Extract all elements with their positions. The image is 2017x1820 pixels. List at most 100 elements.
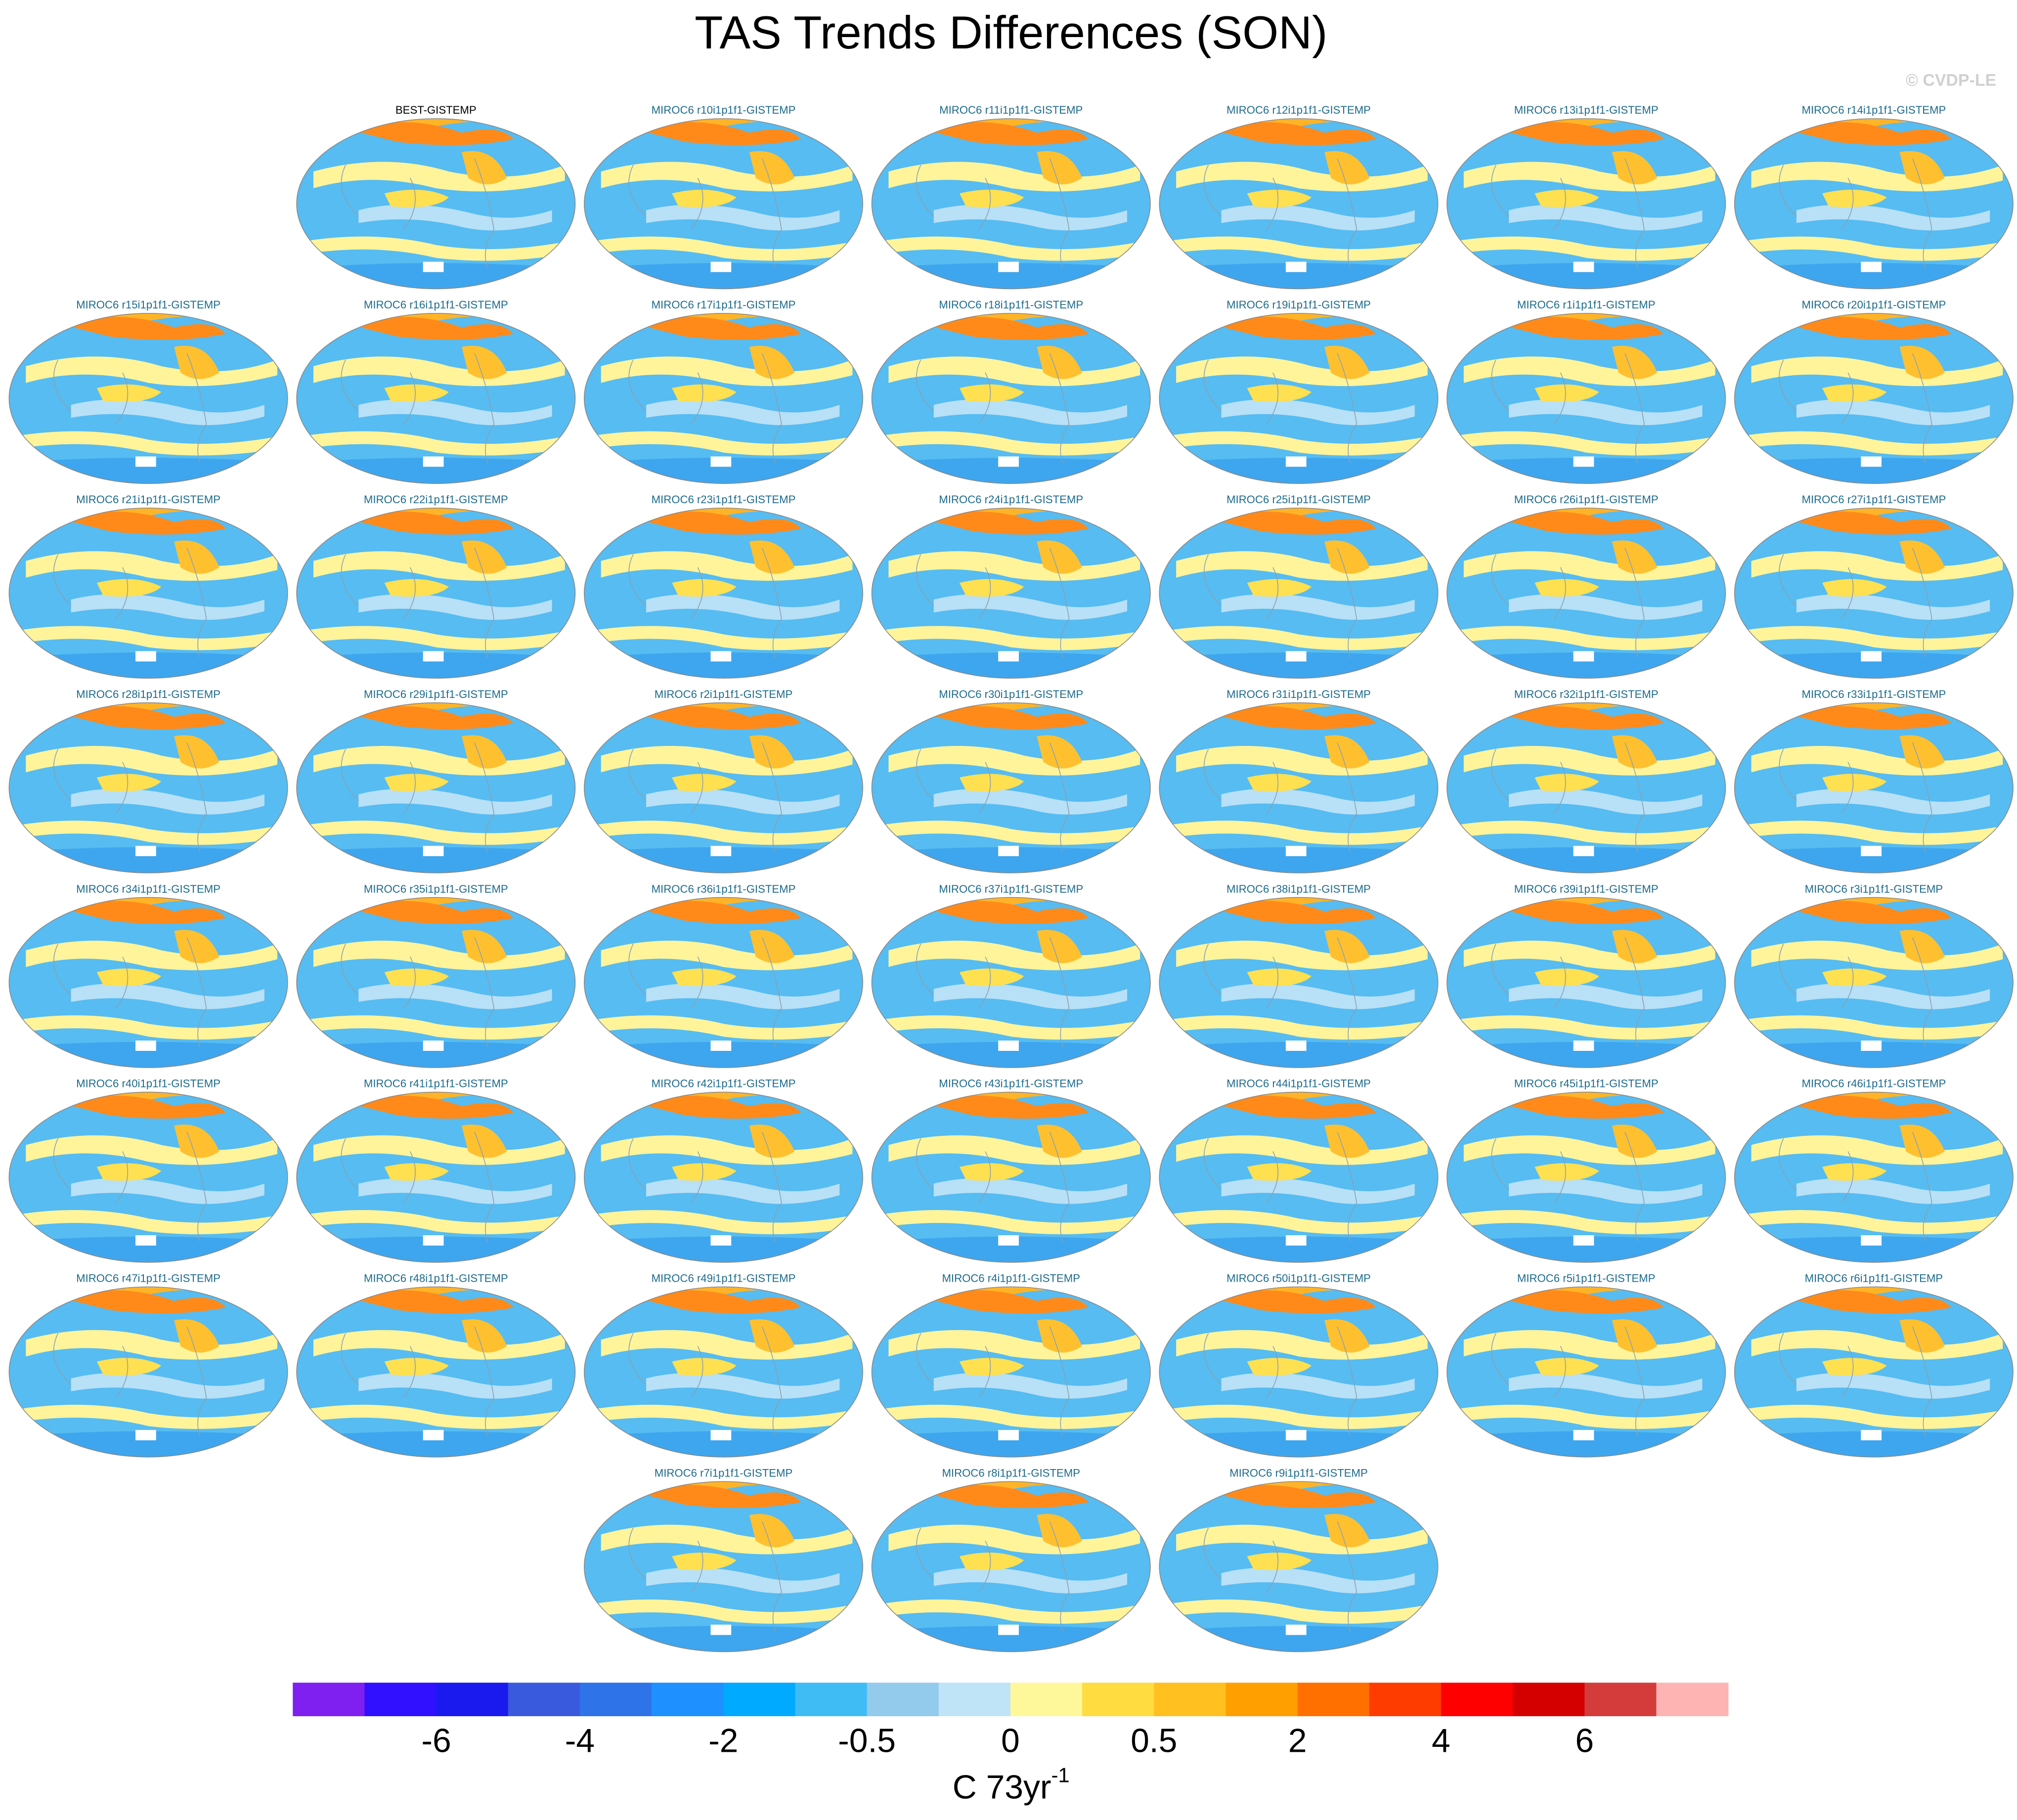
- map-panel: [869, 697, 1153, 878]
- panel-title: MIROC6 r2i1p1f1-GISTEMP: [655, 688, 792, 700]
- map-panel: [6, 503, 290, 683]
- map-panel: [1157, 1476, 1441, 1657]
- map-panel: [294, 114, 578, 294]
- map-field: [869, 1282, 1153, 1462]
- map-outline: [1447, 702, 1726, 873]
- map-outline: [8, 702, 288, 873]
- panel-title: MIROC6 r19i1p1f1-GISTEMP: [1227, 299, 1371, 311]
- map-outline: [871, 118, 1151, 290]
- map-outline: [1159, 507, 1439, 679]
- map-outline: [583, 1481, 864, 1652]
- map-outline: [871, 1091, 1151, 1263]
- panel-title: MIROC6 r41i1p1f1-GISTEMP: [364, 1078, 508, 1090]
- colorbar: -6 -4 -2 -0.5 0 0.5 2 4 6: [293, 1683, 1729, 1760]
- colorbar-label: -0.5: [838, 1723, 896, 1760]
- panel-title: MIROC6 r44i1p1f1-GISTEMP: [1227, 1078, 1371, 1090]
- map-field: [869, 503, 1153, 683]
- map-panel: [582, 503, 866, 683]
- panel-title: MIROC6 r36i1p1f1-GISTEMP: [652, 883, 796, 895]
- map-panel: [1157, 308, 1441, 488]
- map-outline: [1159, 1091, 1439, 1263]
- map-panel: [1445, 308, 1728, 488]
- map-field: [6, 697, 290, 878]
- map-field: [1157, 1476, 1441, 1657]
- map-panel: [582, 114, 866, 294]
- map-field: [582, 1087, 866, 1267]
- colorbar-box: [1369, 1683, 1442, 1717]
- map-outline: [1447, 313, 1726, 484]
- map-outline: [583, 897, 864, 1068]
- panel-title: MIROC6 r26i1p1f1-GISTEMP: [1514, 493, 1659, 506]
- map-outline: [8, 507, 288, 679]
- map-panel: [294, 697, 578, 878]
- panel-title: MIROC6 r27i1p1f1-GISTEMP: [1801, 493, 1946, 506]
- colorbar-box: [1513, 1683, 1585, 1717]
- map-field: [1157, 308, 1441, 488]
- unit-text: C 73yr: [953, 1769, 1052, 1806]
- map-outline: [1447, 1091, 1726, 1263]
- colorbar-box: [1297, 1683, 1370, 1717]
- map-panel: [1445, 114, 1728, 294]
- panel-title: MIROC6 r10i1p1f1-GISTEMP: [652, 104, 796, 116]
- map-panel: [1445, 503, 1728, 683]
- panel-title: MIROC6 r16i1p1f1-GISTEMP: [364, 299, 508, 311]
- panel-title: MIROC6 r21i1p1f1-GISTEMP: [76, 493, 220, 506]
- colorbar-box: [867, 1683, 939, 1717]
- panel-title: MIROC6 r32i1p1f1-GISTEMP: [1514, 688, 1659, 700]
- map-outline: [871, 313, 1151, 484]
- map-field: [869, 892, 1153, 1073]
- map-outline: [871, 897, 1151, 1068]
- panel-title: MIROC6 r37i1p1f1-GISTEMP: [939, 883, 1083, 895]
- map-field: [582, 1282, 866, 1462]
- map-outline: [1734, 1091, 2014, 1263]
- map-panel: [294, 308, 578, 488]
- map-panel: [1157, 1282, 1441, 1462]
- map-field: [869, 114, 1153, 294]
- panel-grid: BEST-GISTEMP MIROC6 r10i1p1f1-GISTEMP MIRO…: [6, 104, 2016, 1657]
- map-field: [582, 308, 866, 488]
- map-outline: [1447, 118, 1726, 290]
- map-outline: [1159, 897, 1439, 1068]
- colorbar-box: [1226, 1683, 1298, 1717]
- map-outline: [1447, 507, 1726, 679]
- map-panel: [1732, 503, 2016, 683]
- map-field: [1157, 1282, 1441, 1462]
- map-panel: [1732, 114, 2016, 294]
- map-panel: [869, 114, 1153, 294]
- map-outline: [1734, 702, 2014, 873]
- map-outline: [296, 1091, 576, 1263]
- map-outline: [8, 313, 288, 484]
- map-outline: [583, 507, 864, 679]
- map-panel: [1732, 1282, 2016, 1462]
- map-field: [1445, 114, 1728, 294]
- map-outline: [1159, 118, 1439, 290]
- map-panel: [869, 1476, 1153, 1657]
- map-field: [1732, 503, 2016, 683]
- map-outline: [583, 1091, 864, 1263]
- map-outline: [871, 702, 1151, 873]
- map-outline: [871, 507, 1151, 679]
- map-panel: [582, 1282, 866, 1462]
- panel-title: MIROC6 r24i1p1f1-GISTEMP: [939, 493, 1083, 506]
- panel-title: MIROC6 r49i1p1f1-GISTEMP: [652, 1272, 796, 1285]
- colorbar-label: 6: [1575, 1723, 1594, 1760]
- map-panel: [6, 697, 290, 878]
- colorbar-box: [1154, 1683, 1227, 1717]
- map-field: [1732, 697, 2016, 878]
- panel-title: MIROC6 r8i1p1f1-GISTEMP: [942, 1467, 1080, 1479]
- panel-title: MIROC6 r28i1p1f1-GISTEMP: [76, 688, 220, 700]
- map-field: [1732, 1087, 2016, 1267]
- colorbar-label: 4: [1432, 1723, 1450, 1760]
- colorbar-box: [436, 1683, 509, 1717]
- map-field: [1445, 503, 1728, 683]
- map-outline: [8, 897, 288, 1068]
- colorbar-label: 0.5: [1131, 1723, 1177, 1760]
- map-field: [1732, 892, 2016, 1073]
- map-panel: [1157, 697, 1441, 878]
- panel-title: MIROC6 r48i1p1f1-GISTEMP: [364, 1272, 508, 1285]
- map-outline: [871, 1481, 1151, 1652]
- map-panel: [1445, 1282, 1728, 1462]
- panel-title: MIROC6 r12i1p1f1-GISTEMP: [1227, 104, 1371, 116]
- panel-title: MIROC6 r22i1p1f1-GISTEMP: [364, 493, 508, 506]
- map-outline: [1159, 702, 1439, 873]
